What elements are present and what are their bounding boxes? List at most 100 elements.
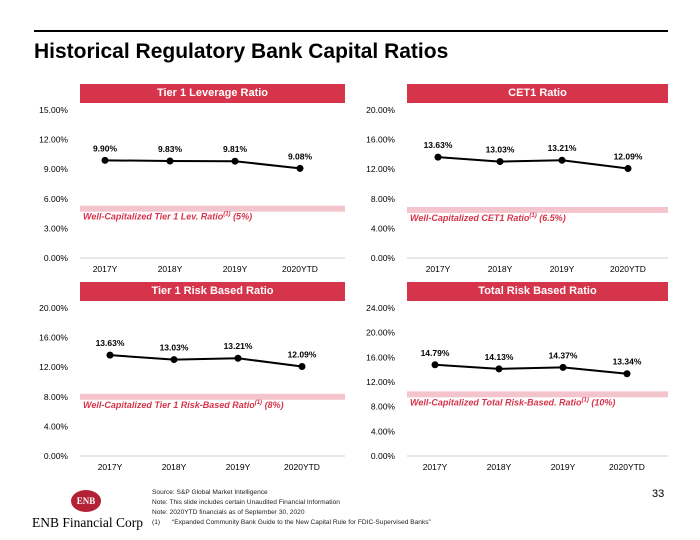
- total-risk-xtick-label: 2019Y: [551, 462, 576, 472]
- cet1-xtick-label: 2019Y: [550, 264, 575, 274]
- tier1-leverage-data-label: 9.83%: [158, 144, 183, 154]
- cet1-data-point: [624, 165, 632, 173]
- tier1-risk-series-line: [109, 354, 303, 368]
- total-risk-ytick-label: 20.00%: [366, 328, 395, 338]
- cet1-data-point: [434, 153, 442, 161]
- tier1-risk-ytick-label: 12.00%: [39, 362, 68, 372]
- tier1-leverage-xtick-label: 2017Y: [93, 264, 118, 274]
- tier1-risk-data-point: [106, 351, 114, 359]
- tier1-risk-data-label: 12.09%: [288, 350, 317, 360]
- total-risk-threshold-label: Well-Capitalized Total Risk-Based. Ratio…: [410, 397, 615, 407]
- company-name: ENB Financial Corp: [32, 515, 143, 530]
- tier1-leverage-threshold-band: [80, 205, 345, 212]
- total-risk-ytick-label: 0.00%: [371, 451, 396, 461]
- chart-total-risk: Well-Capitalized Total Risk-Based. Ratio…: [366, 303, 668, 472]
- tier1-leverage-xtick-label: 2019Y: [223, 264, 248, 274]
- cet1-xtick-label: 2017Y: [426, 264, 451, 274]
- cet1-data-point: [558, 156, 566, 164]
- footnote-source: Source: S&P Global Market Intelligence: [152, 489, 268, 496]
- cet1-ytick-label: 8.00%: [371, 194, 396, 204]
- enb-logo-badge: ENB: [71, 490, 101, 512]
- total-risk-xtick-label: 2018Y: [487, 462, 512, 472]
- panel-header-total-risk: Total Risk Based Ratio: [407, 282, 668, 301]
- total-risk-ytick-label: 4.00%: [371, 426, 396, 436]
- total-risk-data-point: [495, 365, 503, 373]
- tier1-leverage-data-point: [166, 157, 174, 165]
- page-number: 33: [652, 488, 665, 500]
- tier1-risk-xtick-label: 2019Y: [226, 462, 251, 472]
- total-risk-series-line: [434, 363, 628, 375]
- chart-cet1: Well-Capitalized CET1 Ratio(1) (6.5%) 0.0…: [366, 105, 668, 274]
- tier1-leverage-xtick-label: 2018Y: [158, 264, 183, 274]
- tier1-risk-xtick-label: 2017Y: [98, 462, 123, 472]
- total-risk-ytick-label: 8.00%: [371, 402, 396, 412]
- tier1-leverage-ytick-label: 9.00%: [44, 164, 69, 174]
- panel-header-cet1: CET1 Ratio: [407, 84, 668, 103]
- panel-header-tier1-leverage: Tier 1 Leverage Ratio: [80, 84, 345, 103]
- tier1-leverage-ytick-label: 12.00%: [39, 135, 68, 145]
- tier1-leverage-ytick-label: 15.00%: [39, 105, 68, 115]
- cet1-data-label: 13.03%: [486, 145, 515, 155]
- tier1-risk-data-label: 13.03%: [160, 343, 189, 353]
- total-risk-threshold-band: [407, 391, 668, 398]
- cet1-ytick-label: 12.00%: [366, 164, 395, 174]
- total-risk-data-label: 14.79%: [421, 348, 450, 358]
- footnote-note-ytd: Note: 2020YTD financials as of September…: [152, 509, 305, 516]
- cet1-threshold-band: [407, 206, 668, 213]
- total-risk-xtick-label: 2020YTD: [609, 462, 645, 472]
- cet1-xtick-label: 2020YTD: [610, 264, 646, 274]
- cet1-ytick-label: 4.00%: [371, 223, 396, 233]
- tier1-risk-data-point: [234, 354, 242, 362]
- tier1-risk-data-point: [170, 356, 178, 364]
- cet1-data-label: 13.63%: [424, 140, 453, 150]
- total-risk-data-point: [623, 370, 631, 378]
- cet1-ytick-label: 20.00%: [366, 105, 395, 115]
- tier1-risk-xtick-label: 2020YTD: [284, 462, 320, 472]
- tier1-risk-data-label: 13.63%: [96, 338, 125, 348]
- tier1-leverage-data-label: 9.81%: [223, 144, 248, 154]
- tier1-risk-data-point: [298, 363, 306, 371]
- chart-tier1-leverage: Well-Capitalized Tier 1 Lev. Ratio(1) (5…: [39, 105, 345, 274]
- tier1-risk-threshold-band: [80, 393, 345, 400]
- title-rule: [34, 30, 668, 32]
- total-risk-data-label: 14.13%: [485, 352, 514, 362]
- total-risk-data-label: 14.37%: [549, 350, 578, 360]
- total-risk-ytick-label: 24.00%: [366, 303, 395, 313]
- cet1-data-point: [496, 158, 504, 166]
- footnote-1: (1) “Expanded Community Bank Guide to the…: [152, 519, 431, 526]
- cet1-threshold-label: Well-Capitalized CET1 Ratio(1) (6.5%): [410, 213, 566, 223]
- cet1-ytick-label: 16.00%: [366, 135, 395, 145]
- cet1-data-label: 13.21%: [548, 143, 577, 153]
- tier1-leverage-data-label: 9.90%: [93, 143, 118, 153]
- tier1-leverage-xtick-label: 2020YTD: [282, 264, 318, 274]
- cet1-data-label: 12.09%: [614, 152, 643, 162]
- tier1-risk-xtick-label: 2018Y: [162, 462, 187, 472]
- tier1-leverage-ytick-label: 6.00%: [44, 194, 69, 204]
- enb-logo: ENB ENB Financial Corp: [32, 490, 143, 536]
- total-risk-xtick-label: 2017Y: [423, 462, 448, 472]
- page-title: Historical Regulatory Bank Capital Ratio…: [34, 40, 449, 63]
- tier1-leverage-data-label: 9.08%: [288, 151, 313, 161]
- tier1-leverage-data-point: [296, 164, 304, 172]
- total-risk-data-label: 13.34%: [613, 357, 642, 367]
- cet1-ytick-label: 0.00%: [371, 253, 396, 263]
- footnotes: Source: S&P Global Market Intelligence N…: [152, 488, 431, 528]
- footnote-note-unaudited: Note: This slide includes certain Unaudi…: [152, 499, 340, 506]
- tier1-risk-threshold-label: Well-Capitalized Tier 1 Risk-Based Ratio…: [83, 400, 284, 410]
- tier1-risk-ytick-label: 4.00%: [44, 421, 69, 431]
- tier1-leverage-ytick-label: 0.00%: [44, 253, 69, 263]
- tier1-leverage-data-point: [101, 156, 109, 164]
- tier1-leverage-data-point: [231, 157, 239, 165]
- tier1-risk-ytick-label: 16.00%: [39, 333, 68, 343]
- cet1-xtick-label: 2018Y: [488, 264, 513, 274]
- tier1-risk-data-label: 13.21%: [224, 341, 253, 351]
- total-risk-ytick-label: 16.00%: [366, 352, 395, 362]
- tier1-leverage-threshold-label: Well-Capitalized Tier 1 Lev. Ratio(1) (5…: [83, 212, 252, 222]
- chart-tier1-risk: Well-Capitalized Tier 1 Risk-Based Ratio…: [39, 303, 345, 472]
- total-risk-ytick-label: 12.00%: [366, 377, 395, 387]
- tier1-risk-ytick-label: 20.00%: [39, 303, 68, 313]
- total-risk-data-point: [559, 363, 567, 371]
- tier1-risk-ytick-label: 0.00%: [44, 451, 69, 461]
- tier1-risk-ytick-label: 8.00%: [44, 392, 69, 402]
- tier1-leverage-series-line: [104, 159, 301, 170]
